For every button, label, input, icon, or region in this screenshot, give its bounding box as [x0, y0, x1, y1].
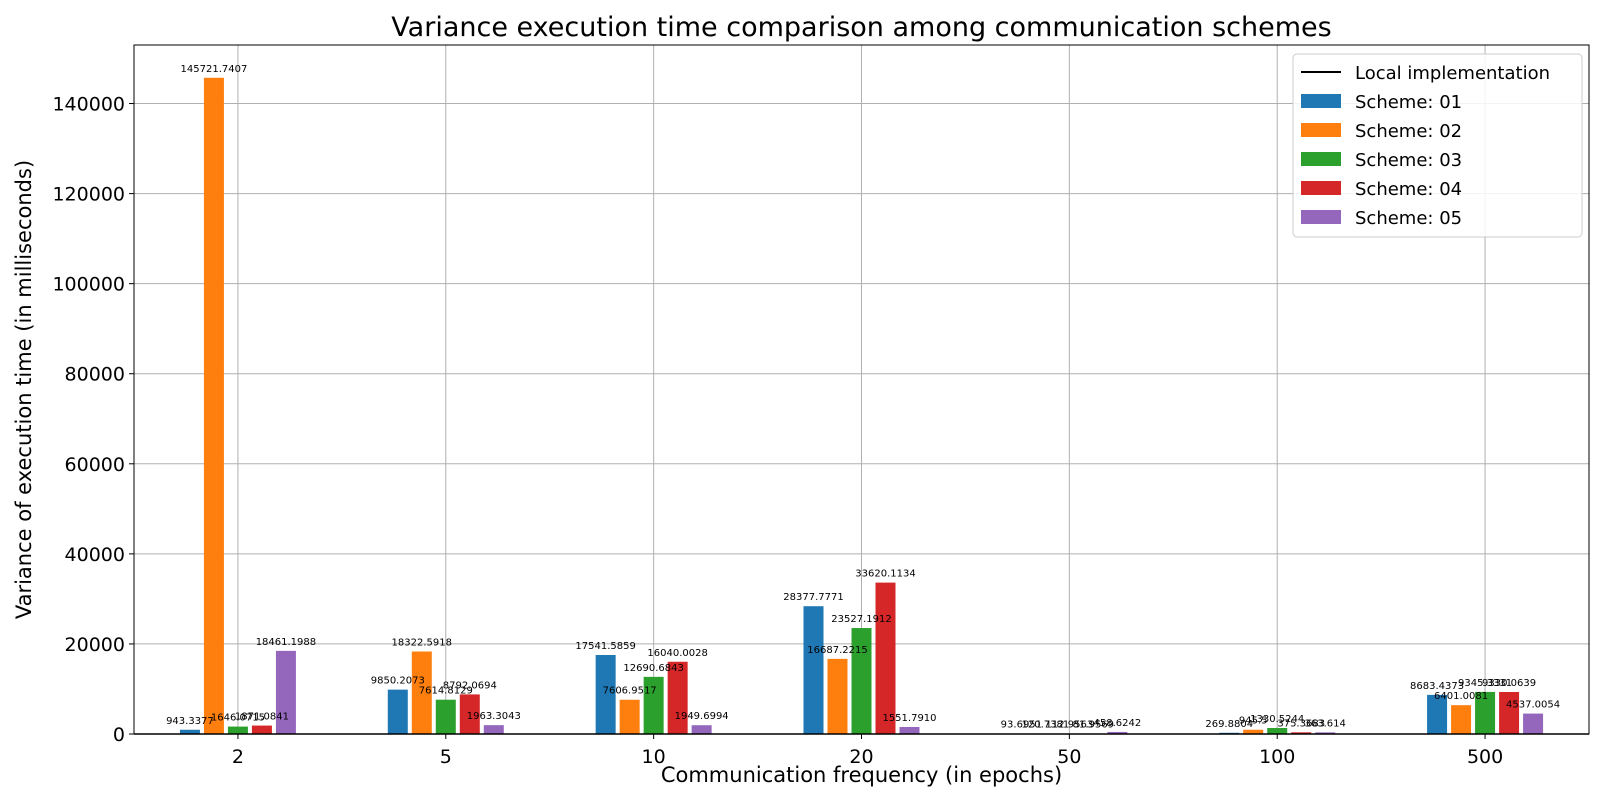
bar [1499, 692, 1519, 734]
bar [388, 690, 408, 734]
legend: Local implementation Scheme: 01 Scheme: 02… [1293, 54, 1582, 237]
data-label: 145721.7407 [181, 64, 248, 75]
y-axis-ticks: 0 20000 40000 60000 80000 100000 120000 140000 [52, 94, 134, 746]
legend-swatch [1301, 181, 1341, 195]
bar [692, 725, 712, 734]
bar [228, 727, 248, 734]
bar [436, 700, 456, 734]
data-label: 1871.0841 [235, 712, 289, 723]
legend-label: Scheme: 05 [1355, 208, 1462, 229]
x-tick-label: 5 [440, 746, 452, 768]
y-tick-label: 140000 [52, 94, 125, 116]
legend-swatch [1301, 94, 1341, 108]
data-label: 6401.0081 [1434, 691, 1488, 702]
y-tick-label: 40000 [65, 544, 125, 566]
y-tick-label: 20000 [65, 634, 125, 656]
bar [620, 700, 640, 734]
x-tick-label: 100 [1259, 746, 1295, 768]
bar [828, 659, 848, 734]
data-label: 33620.1134 [855, 569, 915, 580]
legend-label: Scheme: 02 [1355, 121, 1462, 142]
x-axis-label: Communication frequency (in epochs) [661, 763, 1062, 787]
data-label: 7606.9517 [603, 686, 657, 697]
bar [900, 727, 920, 734]
x-tick-label: 500 [1467, 746, 1503, 768]
data-label: 16040.0028 [647, 648, 707, 659]
data-label: 16687.2215 [807, 645, 867, 656]
legend-swatch [1301, 152, 1341, 166]
data-label: 363.614 [1305, 718, 1346, 729]
data-label: 18461.1988 [256, 637, 316, 648]
data-label: 18322.5918 [392, 637, 452, 648]
chart-title: Variance execution time comparison among… [391, 12, 1331, 43]
data-label: 4537.0054 [1506, 700, 1560, 711]
data-label: 23527.1912 [831, 614, 891, 625]
data-label: 9850.2073 [371, 676, 425, 687]
legend-label: Local implementation [1355, 63, 1550, 84]
data-label: 943.3377 [166, 716, 214, 727]
y-tick-label: 0 [113, 724, 125, 746]
legend-label: Scheme: 03 [1355, 150, 1462, 171]
bar [1451, 705, 1471, 734]
data-label: 1963.3043 [467, 711, 521, 722]
data-label: 1949.6994 [675, 711, 729, 722]
data-label: 12690.6843 [623, 663, 683, 674]
legend-label: Scheme: 01 [1355, 92, 1462, 113]
legend-swatch [1301, 123, 1341, 137]
data-label: 9330.0639 [1482, 678, 1536, 689]
y-tick-label: 80000 [65, 364, 125, 386]
legend-swatch [1301, 210, 1341, 224]
data-label: 8792.0694 [443, 680, 497, 691]
bar [484, 725, 504, 734]
bar [204, 78, 224, 734]
y-tick-label: 60000 [65, 454, 125, 476]
y-axis-label: Variance of execution time (in milliseco… [12, 160, 36, 619]
data-label: 28377.7771 [783, 592, 843, 603]
legend-label: Scheme: 04 [1355, 179, 1462, 200]
bar [876, 583, 896, 734]
bar [252, 726, 272, 734]
y-tick-label: 100000 [52, 274, 125, 296]
y-tick-label: 120000 [52, 184, 125, 206]
bar [804, 606, 824, 734]
data-label: 458.6242 [1093, 718, 1141, 729]
data-label: 1551.7910 [882, 713, 936, 724]
x-tick-label: 2 [232, 746, 244, 768]
data-label: 17541.5859 [575, 641, 635, 652]
bar [1523, 714, 1543, 734]
